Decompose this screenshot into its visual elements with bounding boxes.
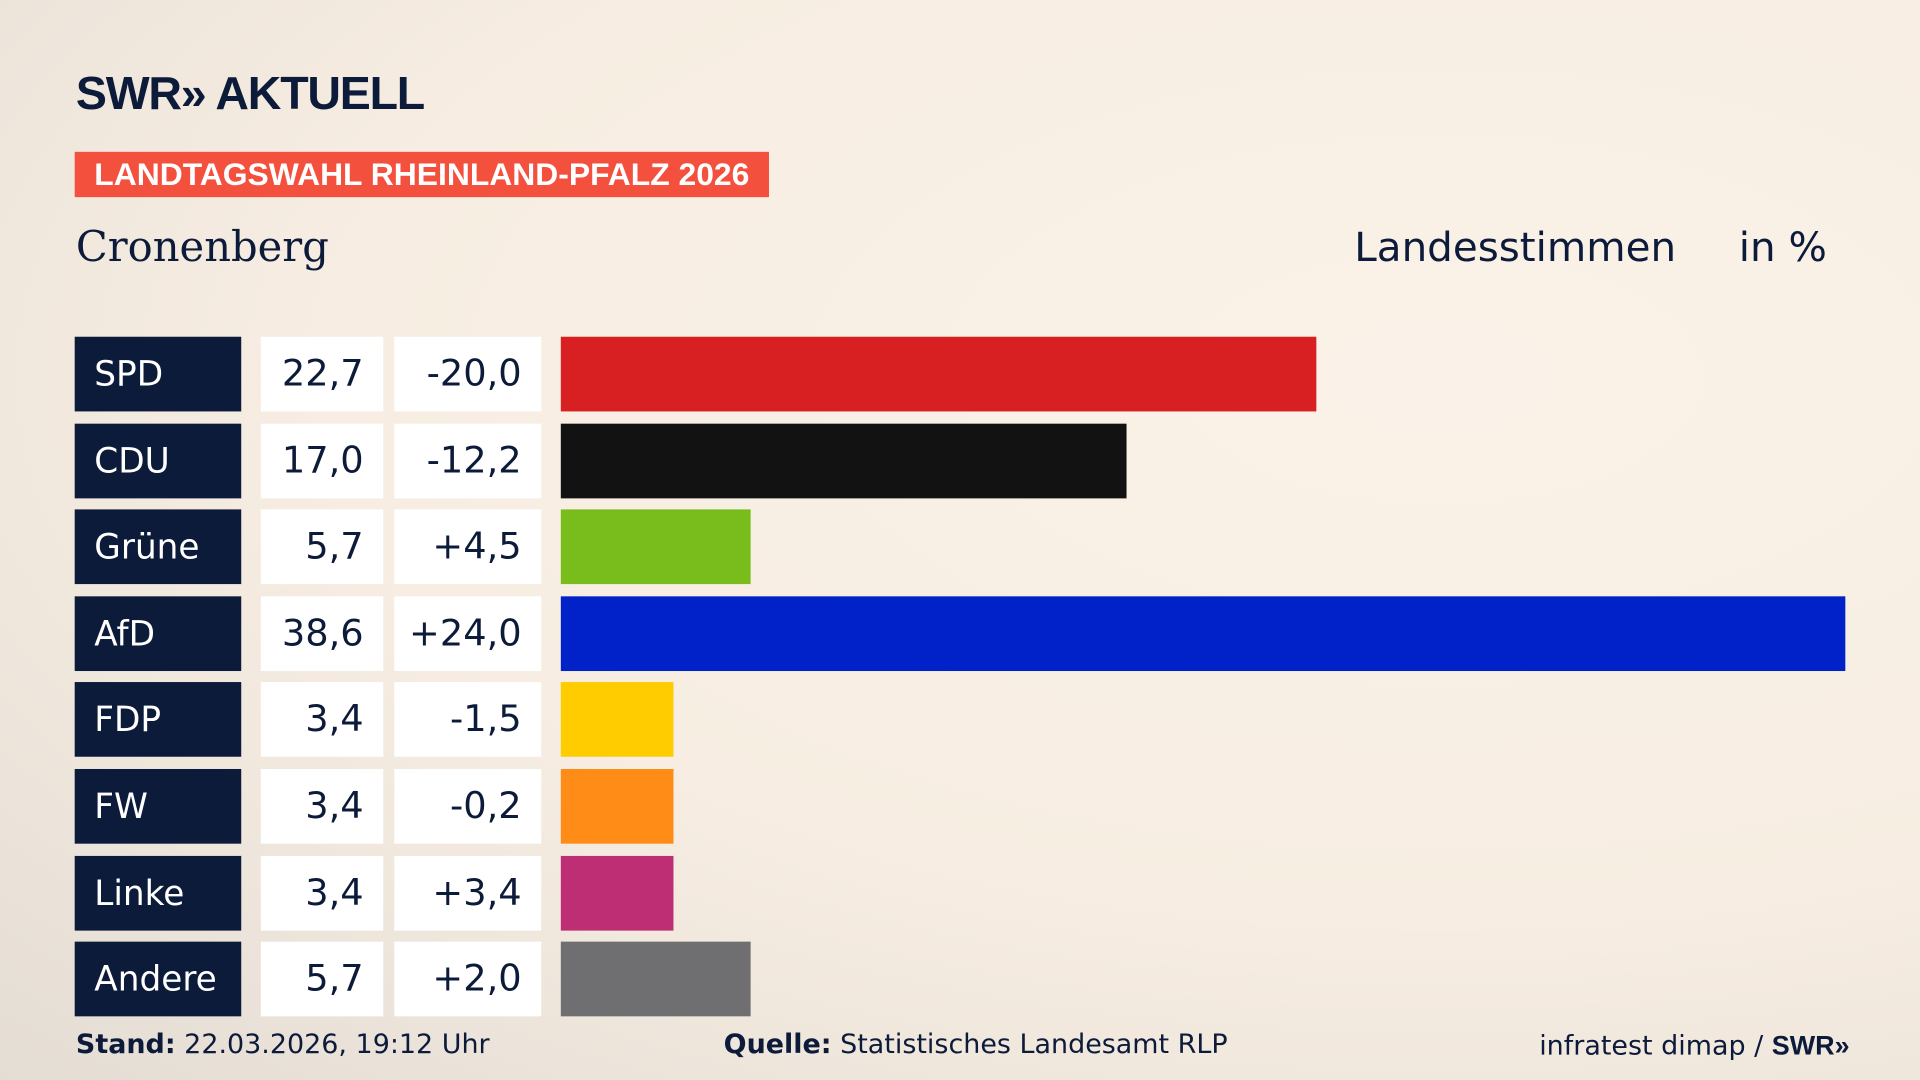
change-label: -1,5	[394, 682, 542, 758]
bar	[560, 855, 674, 931]
bar-row: CDU 17,0 -12,2	[0, 423, 1920, 498]
region-title: Cronenberg	[75, 222, 329, 272]
bar	[560, 596, 1846, 671]
change-label: -12,2	[394, 423, 542, 498]
credit-text: infratest dimap /	[1539, 1031, 1772, 1062]
swr-logo: SWR»	[1771, 1029, 1850, 1061]
party-label: Grüne	[74, 509, 242, 585]
party-label: FDP	[74, 682, 242, 758]
change-label: -20,0	[394, 336, 542, 412]
value-label: 5,7	[260, 509, 384, 585]
bar	[560, 336, 1317, 412]
value-label: 3,4	[260, 682, 384, 758]
party-label: Andere	[74, 941, 242, 1017]
bar	[560, 509, 751, 585]
change-label: -0,2	[394, 768, 542, 844]
value-label: 3,4	[260, 768, 384, 844]
value-label: 38,6	[260, 596, 384, 671]
bar-row: SPD 22,7 -20,0	[0, 336, 1920, 412]
source-value: Statistisches Landesamt RLP	[831, 1029, 1228, 1061]
unit-label: in %	[1738, 222, 1827, 271]
credit: infratest dimap / SWR»	[1539, 1030, 1849, 1062]
swr-aktuell-logo: SWR» AKTUELL	[75, 68, 425, 121]
value-label: 3,4	[260, 855, 384, 931]
change-label: +4,5	[394, 509, 542, 585]
bar	[560, 682, 674, 758]
bar-row: Linke 3,4 +3,4	[0, 855, 1920, 931]
bar	[560, 941, 751, 1017]
bar	[560, 768, 674, 844]
change-label: +2,0	[394, 941, 542, 1017]
party-label: SPD	[74, 336, 242, 412]
election-banner: LANDTAGSWAHL RHEINLAND-PFALZ 2026	[74, 151, 769, 198]
change-label: +24,0	[394, 596, 542, 671]
change-label: +3,4	[394, 855, 542, 931]
vote-type: Landesstimmen	[1354, 222, 1677, 271]
bar-row: FW 3,4 -0,2	[0, 768, 1920, 844]
party-label: CDU	[74, 423, 242, 498]
value-label: 17,0	[260, 423, 384, 498]
source-label: Quelle:	[723, 1029, 832, 1061]
value-label: 22,7	[260, 336, 384, 412]
party-label: AfD	[74, 596, 242, 671]
party-label: FW	[74, 768, 242, 844]
party-label: Linke	[74, 855, 242, 931]
bar	[560, 423, 1127, 498]
stand-label: Stand:	[75, 1029, 176, 1061]
stand-value: 22.03.2026, 19:12 Uhr	[175, 1029, 490, 1061]
bar-row: Andere 5,7 +2,0	[0, 941, 1920, 1017]
value-label: 5,7	[260, 941, 384, 1017]
bar-row: Grüne 5,7 +4,5	[0, 509, 1920, 585]
timestamp: Stand: 22.03.2026, 19:12 Uhr	[76, 1030, 490, 1061]
source: Quelle: Statistisches Landesamt RLP	[724, 1030, 1228, 1061]
bar-row: FDP 3,4 -1,5	[0, 682, 1920, 758]
bar-row: AfD 38,6 +24,0	[0, 596, 1920, 671]
